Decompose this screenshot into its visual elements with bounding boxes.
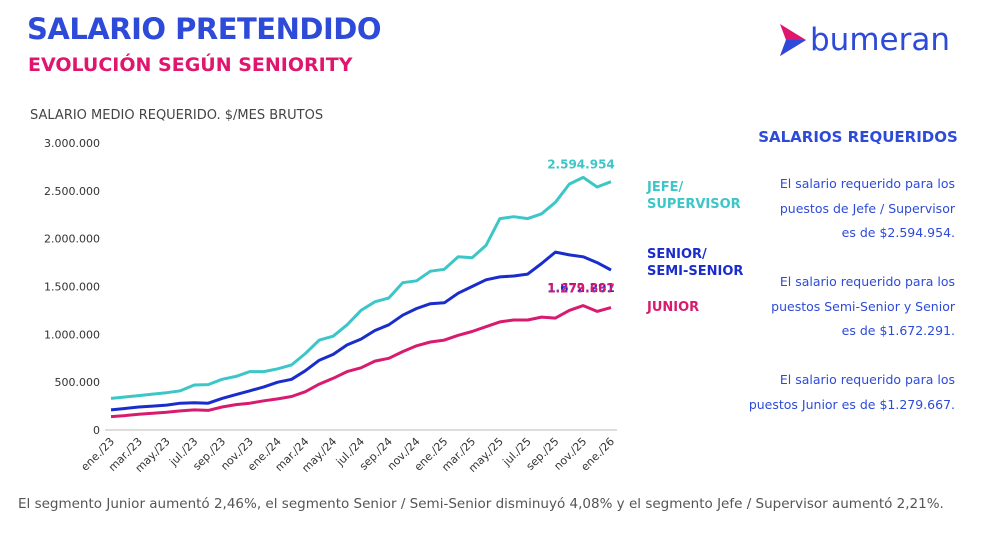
side-paragraph-line: El salario requerido para los — [779, 372, 955, 387]
y-tick-label: 1.500.000 — [44, 281, 100, 294]
axis-label: SALARIO MEDIO REQUERIDO. $/MES BRUTOS — [30, 108, 323, 123]
line-series — [110, 304, 612, 419]
line-series — [110, 250, 612, 412]
title: SALARIO PRETENDIDO — [27, 12, 381, 46]
legend-label: JUNIOR — [647, 300, 700, 315]
side-paragraph-line: El salario requerido para los — [779, 176, 955, 191]
side-paragraph-line: es de $2.594.954. — [841, 225, 955, 240]
side-paragraph-line: puestos Junior es de $1.279.667. — [748, 396, 955, 412]
side-paragraph-line: El salario requerido para los — [779, 274, 955, 289]
y-tick-label: 2.000.000 — [44, 233, 100, 246]
logo-icon — [780, 24, 806, 56]
side-paragraph-line: puestos de Jefe / Supervisor — [779, 200, 955, 216]
side-paragraph-line: puestos Semi-Senior y Senior — [771, 298, 955, 314]
y-tick-label: 2.500.000 — [44, 185, 100, 198]
footnote: El segmento Junior aumentó 2,46%, el seg… — [18, 496, 944, 512]
legend-label: JEFE/ SUPERVISOR — [647, 180, 741, 212]
side-paragraph-line: es de $1.672.291. — [841, 323, 955, 338]
y-tick-label: 0 — [93, 424, 100, 437]
subtitle: EVOLUCIÓN SEGÚN SENIORITY — [28, 54, 353, 76]
line-series — [110, 175, 612, 400]
y-tick-label: 500.000 — [55, 376, 101, 389]
side-title: SALARIOS REQUERIDOS — [758, 128, 958, 146]
logo: bumeran — [810, 22, 950, 58]
data-label: 2.594.954 — [547, 158, 615, 172]
legend-label: SENIOR/ SEMI-SENIOR — [647, 247, 744, 279]
data-label: 1.279.667 — [547, 282, 615, 296]
y-tick-label: 1.000.000 — [44, 328, 100, 341]
y-tick-label: 3.000.000 — [44, 137, 100, 150]
data-label: 1.672.291 — [547, 281, 615, 295]
